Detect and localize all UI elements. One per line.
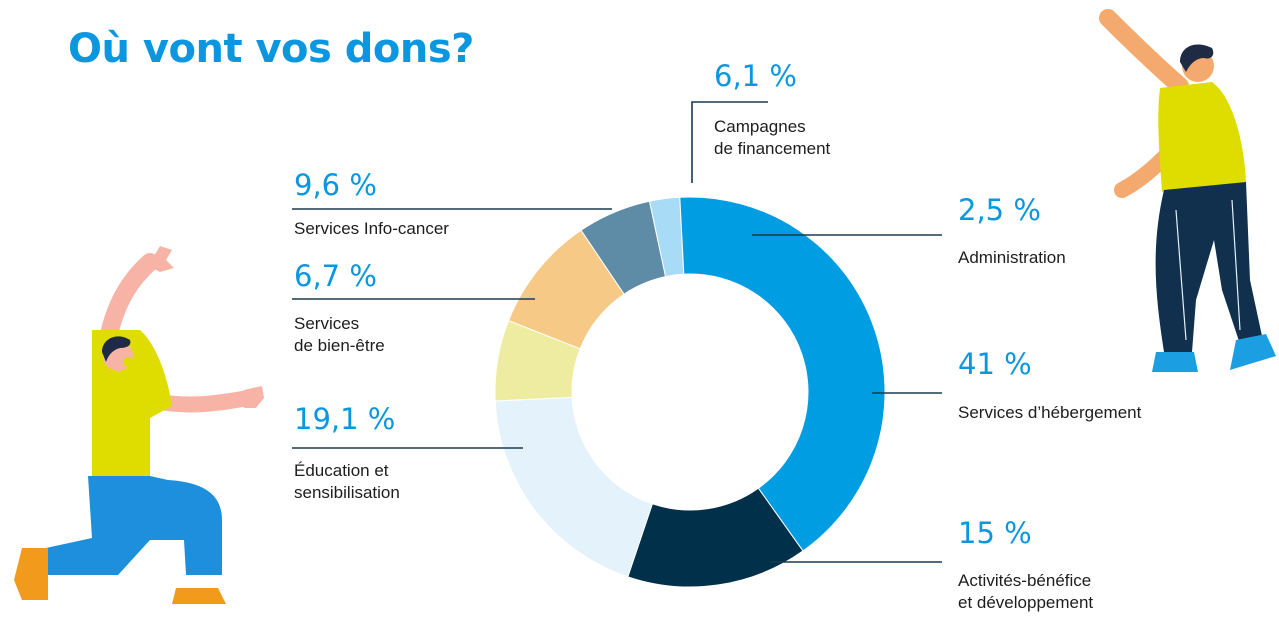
percent-label-info-cancer: 9,6 % — [294, 168, 377, 202]
category-label-hebergement: Services d’hébergement — [958, 403, 1142, 422]
category-label-info-cancer: Services Info-cancer — [294, 219, 449, 238]
percent-label-administration: 2,5 % — [958, 193, 1041, 227]
page-title: Où vont vos dons? — [68, 26, 474, 72]
donut-slice-education — [494, 396, 653, 578]
leader-line-campagnes — [691, 101, 768, 183]
standing-person-illustration — [1099, 9, 1276, 372]
leader-lines — [292, 101, 942, 563]
category-label-education: Éducation et sensibilisation — [294, 461, 400, 502]
category-label-bien-etre: Services de bien-être — [294, 314, 385, 355]
category-label-administration: Administration — [958, 248, 1066, 267]
percent-label-education: 19,1 % — [294, 402, 396, 436]
percent-label-bien-etre: 6,7 % — [294, 259, 377, 293]
donut-slices — [494, 196, 886, 588]
donut-slice-hebergement — [679, 196, 886, 552]
category-label-campagnes: Campagnes de financement — [714, 117, 831, 158]
kneeling-person-illustration — [14, 246, 264, 604]
percent-label-hebergement: 41 % — [958, 347, 1032, 381]
percent-label-activites: 15 % — [958, 516, 1032, 550]
category-label-activites: Activités-bénéfice et développement — [958, 571, 1094, 612]
donut-slice-campagnes — [580, 200, 667, 295]
percent-label-campagnes: 6,1 % — [714, 59, 797, 93]
